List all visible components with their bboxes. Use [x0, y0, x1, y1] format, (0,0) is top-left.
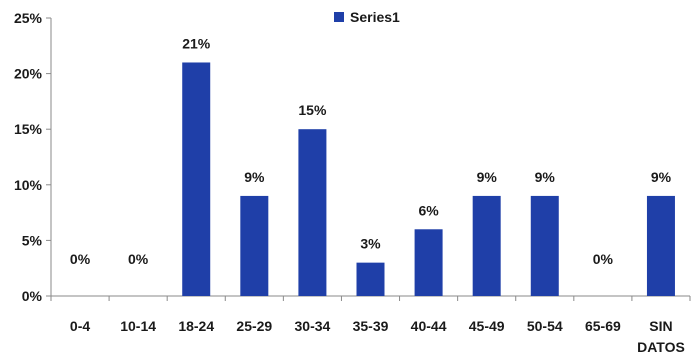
data-label: 9%: [244, 169, 265, 185]
x-tick-label: 25-29: [236, 318, 272, 334]
data-label: 3%: [360, 236, 381, 252]
data-label: 15%: [298, 102, 327, 118]
x-tick-label-line: DATOS: [637, 339, 685, 355]
bar: [298, 129, 327, 296]
x-tick-label: 0-4: [70, 318, 90, 334]
legend-swatch: [334, 12, 344, 22]
x-tick-label: 18-24: [178, 318, 214, 334]
x-tick-label: 30-34: [295, 318, 331, 334]
x-tick-label: 40-44: [411, 318, 447, 334]
y-tick-label: 20%: [14, 66, 43, 82]
x-tick-label: 45-49: [469, 318, 505, 334]
data-label: 0%: [593, 251, 614, 267]
x-tick-label-line: SIN: [649, 318, 672, 334]
y-tick-label: 25%: [14, 10, 43, 26]
plot-area: 0% 5% 10% 15% 20% 25% 0% 0-4 0% 10-14 21% 18-24 9% 25…: [14, 10, 691, 355]
data-label: 0%: [128, 251, 149, 267]
x-tick-label: 35-39: [353, 318, 389, 334]
data-label: 9%: [651, 169, 672, 185]
data-label: 21%: [182, 35, 211, 51]
legend: Series1: [334, 9, 400, 25]
x-tick-label: 50-54: [527, 318, 563, 334]
x-tick-label: SIN DATOS: [637, 318, 685, 355]
bar: [530, 195, 559, 296]
bar: [356, 262, 385, 296]
bar: [182, 62, 211, 297]
x-tick-label: 65-69: [585, 318, 621, 334]
bar: [240, 195, 269, 296]
x-tick-label: 10-14: [120, 318, 156, 334]
y-tick-label: 10%: [14, 177, 43, 193]
y-tick-label: 15%: [14, 121, 43, 137]
data-label: 0%: [70, 251, 91, 267]
bar: [472, 195, 501, 296]
bar: [646, 195, 675, 296]
data-label: 9%: [535, 169, 556, 185]
data-label: 9%: [477, 169, 498, 185]
y-tick-label: 5%: [22, 232, 43, 248]
legend-label: Series1: [350, 9, 400, 25]
y-tick-label: 0%: [22, 288, 43, 304]
data-label: 6%: [418, 202, 439, 218]
bar: [414, 229, 443, 296]
